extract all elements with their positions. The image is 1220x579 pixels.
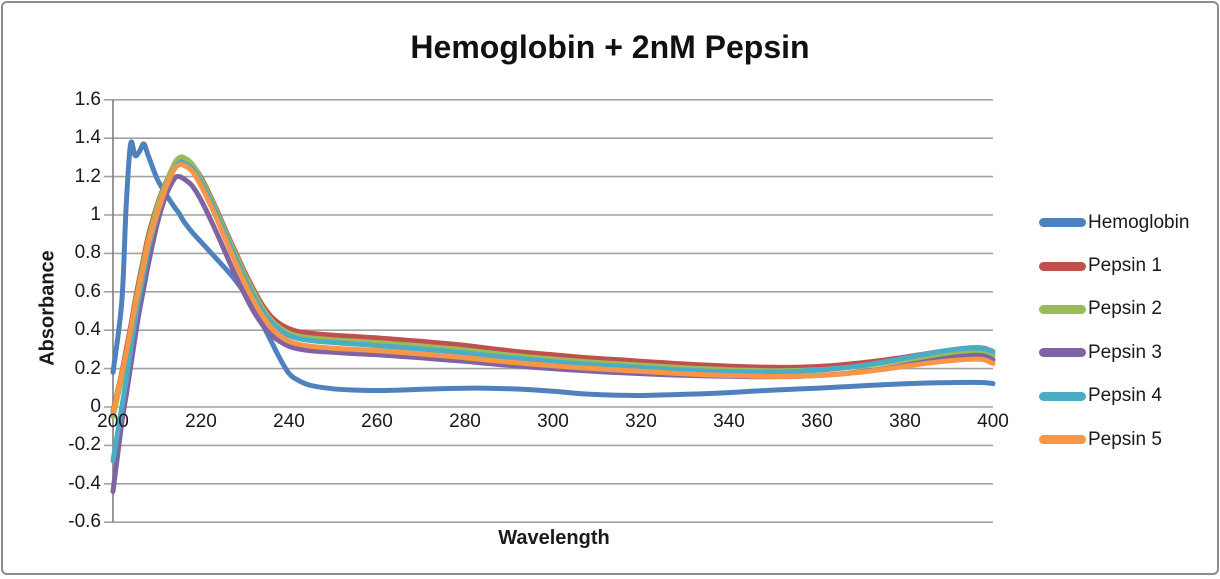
y-tick-label: -0.4 xyxy=(68,472,101,494)
series-line-hemoglobin xyxy=(110,139,996,398)
legend-item-pepsin-1: Pepsin 1 xyxy=(1039,244,1217,287)
legend-item-pepsin-4: Pepsin 4 xyxy=(1039,375,1217,418)
y-tick-label: -0.6 xyxy=(68,511,101,533)
x-tick-label: 320 xyxy=(625,411,657,432)
legend-label-hemoglobin: Hemoglobin xyxy=(1088,211,1190,233)
plot-area xyxy=(104,99,996,524)
legend-label-pepsin-3: Pepsin 3 xyxy=(1088,341,1162,363)
legend-item-pepsin-3: Pepsin 3 xyxy=(1039,331,1217,374)
x-axis-title: Wavelength xyxy=(498,527,610,549)
y-tick-label: -0.2 xyxy=(68,434,101,456)
x-tick-label: 200 xyxy=(97,411,129,432)
y-tick-label: 1.2 xyxy=(74,165,101,187)
legend-label-pepsin-4: Pepsin 4 xyxy=(1088,385,1162,407)
x-tick-label: 260 xyxy=(361,411,393,432)
y-tick-label: 1.6 xyxy=(74,88,101,110)
x-tick-label: 240 xyxy=(273,411,305,432)
y-tick-label: 0.4 xyxy=(74,319,101,341)
legend-item-pepsin-2: Pepsin 2 xyxy=(1039,288,1217,331)
series-line-pepsin-5 xyxy=(110,161,996,416)
y-tick-label: 0.8 xyxy=(74,242,101,264)
x-tick-label: 400 xyxy=(977,411,1009,432)
legend-swatch-pepsin-3 xyxy=(1039,348,1086,358)
x-tick-label: 300 xyxy=(537,411,569,432)
x-tick-label: 220 xyxy=(185,411,217,432)
legend-item-hemoglobin: Hemoglobin xyxy=(1039,201,1217,244)
x-tick-label: 340 xyxy=(713,411,745,432)
y-tick-label: 0 xyxy=(90,396,101,417)
x-tick-label: 380 xyxy=(889,411,921,432)
y-tick-label: 1.4 xyxy=(74,127,101,149)
legend-item-pepsin-5: Pepsin 5 xyxy=(1039,418,1217,461)
y-tick-label: 1 xyxy=(90,204,101,225)
x-tick-label: 280 xyxy=(449,411,481,432)
y-tick-label: 0.6 xyxy=(74,280,101,302)
legend-label-pepsin-5: Pepsin 5 xyxy=(1088,428,1162,450)
legend-swatch-pepsin-4 xyxy=(1039,391,1086,401)
series-line-pepsin-3 xyxy=(110,173,996,494)
legend-swatch-pepsin-2 xyxy=(1039,304,1086,314)
legend-label-pepsin-1: Pepsin 1 xyxy=(1088,255,1162,277)
x-tick-label: 360 xyxy=(801,411,833,432)
chart-title: Hemoglobin + 2nM Pepsin xyxy=(410,29,810,65)
legend: Hemoglobin Pepsin 1 Pepsin 2 Pepsin 3 Pe… xyxy=(1039,201,1217,461)
legend-swatch-hemoglobin xyxy=(1039,218,1086,228)
legend-swatch-pepsin-5 xyxy=(1039,435,1086,445)
legend-label-pepsin-2: Pepsin 2 xyxy=(1088,298,1162,320)
legend-swatch-pepsin-1 xyxy=(1039,261,1086,271)
y-tick-label: 0.2 xyxy=(74,357,101,379)
